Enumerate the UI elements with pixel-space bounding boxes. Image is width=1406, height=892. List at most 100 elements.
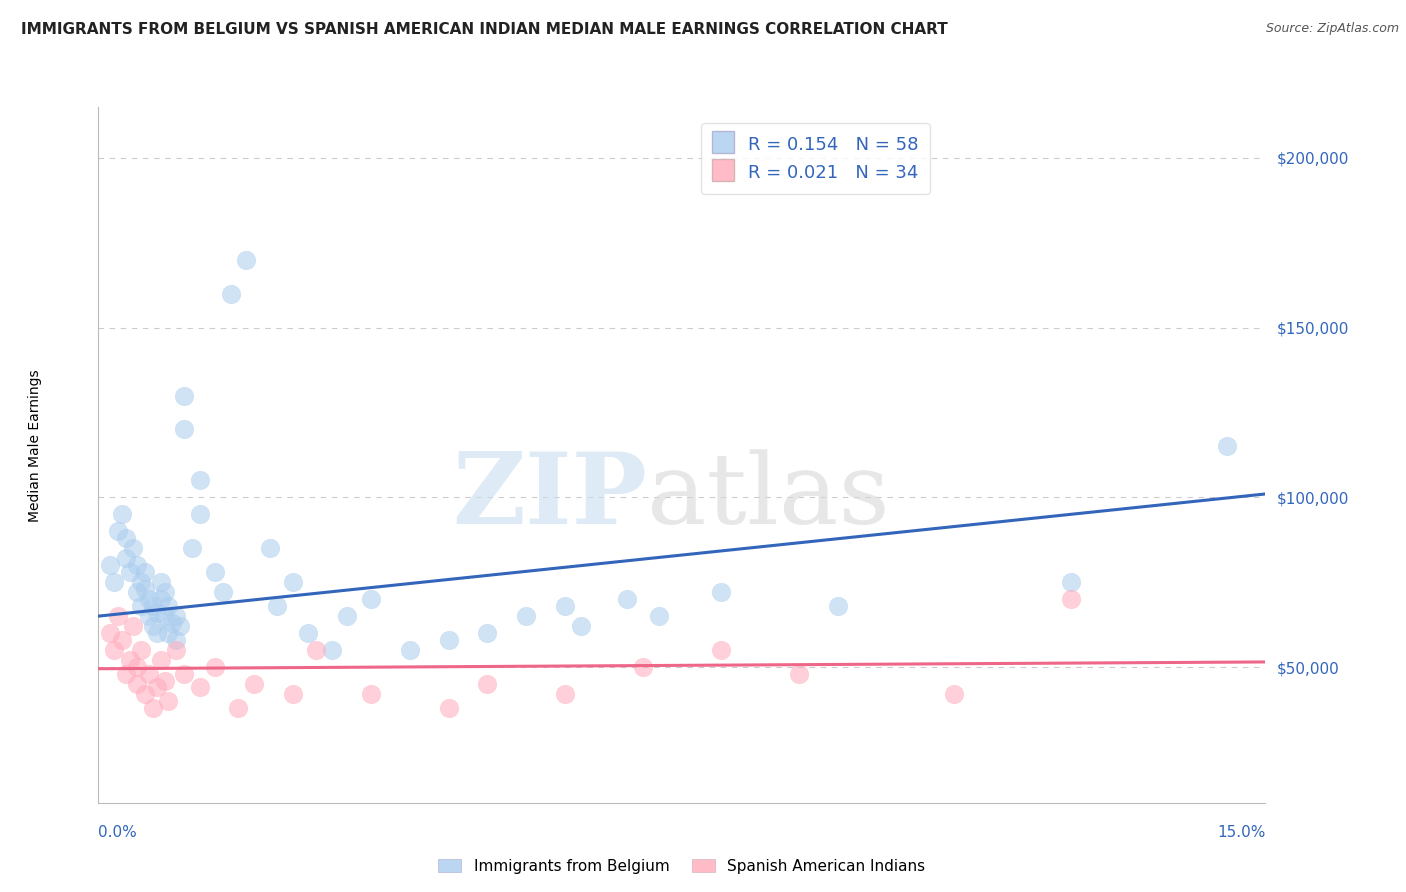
- Point: [127, 585, 149, 599]
- Point: [943, 687, 966, 701]
- Point: [243, 677, 266, 691]
- Point: [142, 599, 165, 613]
- Point: [281, 687, 304, 701]
- Point: [477, 626, 499, 640]
- Point: [212, 585, 235, 599]
- Point: [114, 551, 136, 566]
- Point: [235, 252, 257, 267]
- Point: [134, 582, 156, 596]
- Point: [228, 700, 250, 714]
- Point: [204, 565, 226, 579]
- Point: [1060, 575, 1083, 590]
- Legend: R = 0.154   N = 58, R = 0.021   N = 34: R = 0.154 N = 58, R = 0.021 N = 34: [702, 123, 929, 194]
- Point: [437, 700, 460, 714]
- Point: [149, 653, 172, 667]
- Point: [710, 643, 733, 657]
- Point: [149, 592, 172, 607]
- Point: [787, 666, 810, 681]
- Point: [305, 643, 328, 657]
- Point: [146, 626, 169, 640]
- Point: [165, 643, 187, 657]
- Point: [114, 531, 136, 545]
- Point: [360, 592, 382, 607]
- Point: [321, 643, 343, 657]
- Point: [336, 609, 359, 624]
- Point: [219, 286, 242, 301]
- Point: [631, 660, 654, 674]
- Point: [477, 677, 499, 691]
- Point: [149, 575, 172, 590]
- Point: [188, 474, 211, 488]
- Point: [180, 541, 202, 556]
- Point: [360, 687, 382, 701]
- Point: [173, 388, 195, 402]
- Point: [129, 599, 152, 613]
- Text: 0.0%: 0.0%: [98, 825, 138, 840]
- Point: [138, 592, 160, 607]
- Point: [165, 632, 187, 647]
- Point: [188, 508, 211, 522]
- Point: [266, 599, 288, 613]
- Point: [129, 643, 152, 657]
- Point: [188, 681, 211, 695]
- Text: Source: ZipAtlas.com: Source: ZipAtlas.com: [1265, 22, 1399, 36]
- Point: [127, 660, 149, 674]
- Point: [153, 585, 176, 599]
- Point: [107, 609, 129, 624]
- Point: [138, 666, 160, 681]
- Point: [173, 422, 195, 436]
- Point: [142, 700, 165, 714]
- Point: [157, 599, 180, 613]
- Point: [554, 687, 576, 701]
- Point: [142, 619, 165, 633]
- Point: [157, 626, 180, 640]
- Point: [616, 592, 638, 607]
- Point: [103, 643, 125, 657]
- Point: [165, 609, 187, 624]
- Point: [173, 666, 195, 681]
- Text: atlas: atlas: [647, 449, 890, 544]
- Text: IMMIGRANTS FROM BELGIUM VS SPANISH AMERICAN INDIAN MEDIAN MALE EARNINGS CORRELAT: IMMIGRANTS FROM BELGIUM VS SPANISH AMERI…: [21, 22, 948, 37]
- Point: [146, 681, 169, 695]
- Point: [204, 660, 226, 674]
- Point: [114, 666, 136, 681]
- Text: 15.0%: 15.0%: [1218, 825, 1265, 840]
- Point: [153, 609, 176, 624]
- Point: [122, 541, 145, 556]
- Text: Median Male Earnings: Median Male Earnings: [28, 369, 42, 523]
- Point: [127, 677, 149, 691]
- Point: [169, 619, 191, 633]
- Point: [122, 619, 145, 633]
- Point: [134, 565, 156, 579]
- Point: [515, 609, 537, 624]
- Point: [647, 609, 669, 624]
- Point: [297, 626, 319, 640]
- Text: ZIP: ZIP: [451, 448, 647, 545]
- Point: [569, 619, 592, 633]
- Point: [129, 575, 152, 590]
- Point: [98, 558, 121, 573]
- Point: [146, 606, 169, 620]
- Point: [281, 575, 304, 590]
- Point: [554, 599, 576, 613]
- Point: [162, 615, 184, 630]
- Point: [153, 673, 176, 688]
- Point: [98, 626, 121, 640]
- Point: [1215, 439, 1237, 453]
- Point: [710, 585, 733, 599]
- Point: [827, 599, 849, 613]
- Point: [259, 541, 281, 556]
- Legend: Immigrants from Belgium, Spanish American Indians: Immigrants from Belgium, Spanish America…: [432, 853, 932, 880]
- Point: [118, 565, 141, 579]
- Point: [107, 524, 129, 539]
- Point: [1060, 592, 1083, 607]
- Point: [111, 508, 134, 522]
- Point: [157, 694, 180, 708]
- Point: [127, 558, 149, 573]
- Point: [111, 632, 134, 647]
- Point: [118, 653, 141, 667]
- Point: [437, 632, 460, 647]
- Point: [398, 643, 420, 657]
- Point: [138, 609, 160, 624]
- Point: [103, 575, 125, 590]
